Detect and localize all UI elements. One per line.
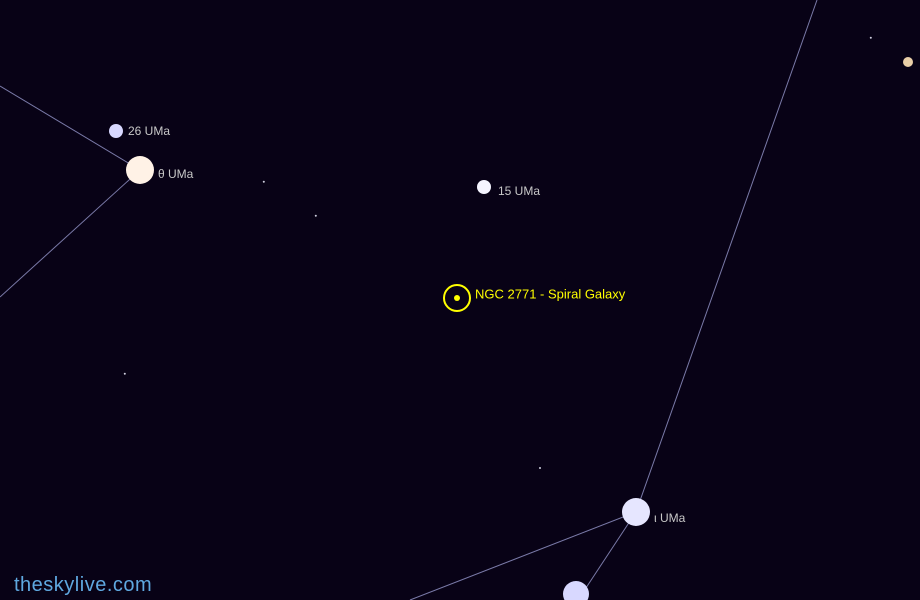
star-label-26-uma: 26 UMa [128,124,170,138]
constellation-line [0,170,140,297]
star-bottom-star [563,581,589,600]
star-chart: 26 UMa θ UMa 15 UMa ι UMa NGC 2771 - Spiral… [0,0,920,600]
target-label: NGC 2771 - Spiral Galaxy [475,287,625,302]
constellation-line [636,0,817,512]
star-15-uma [477,180,491,194]
star-label-iota-uma: ι UMa [654,511,685,525]
star-iota-uma [622,498,650,526]
star-planet-tr [903,57,913,67]
watermark-text: theskylive.com [14,574,152,597]
constellation-line [410,512,636,600]
star-26-uma [109,124,123,138]
star-label-15-uma: 15 UMa [498,184,540,198]
star-theta-uma [126,156,154,184]
star-label-theta-uma: θ UMa [158,167,193,181]
target-dot-icon [454,295,460,301]
star-tiny-4 [539,467,541,469]
